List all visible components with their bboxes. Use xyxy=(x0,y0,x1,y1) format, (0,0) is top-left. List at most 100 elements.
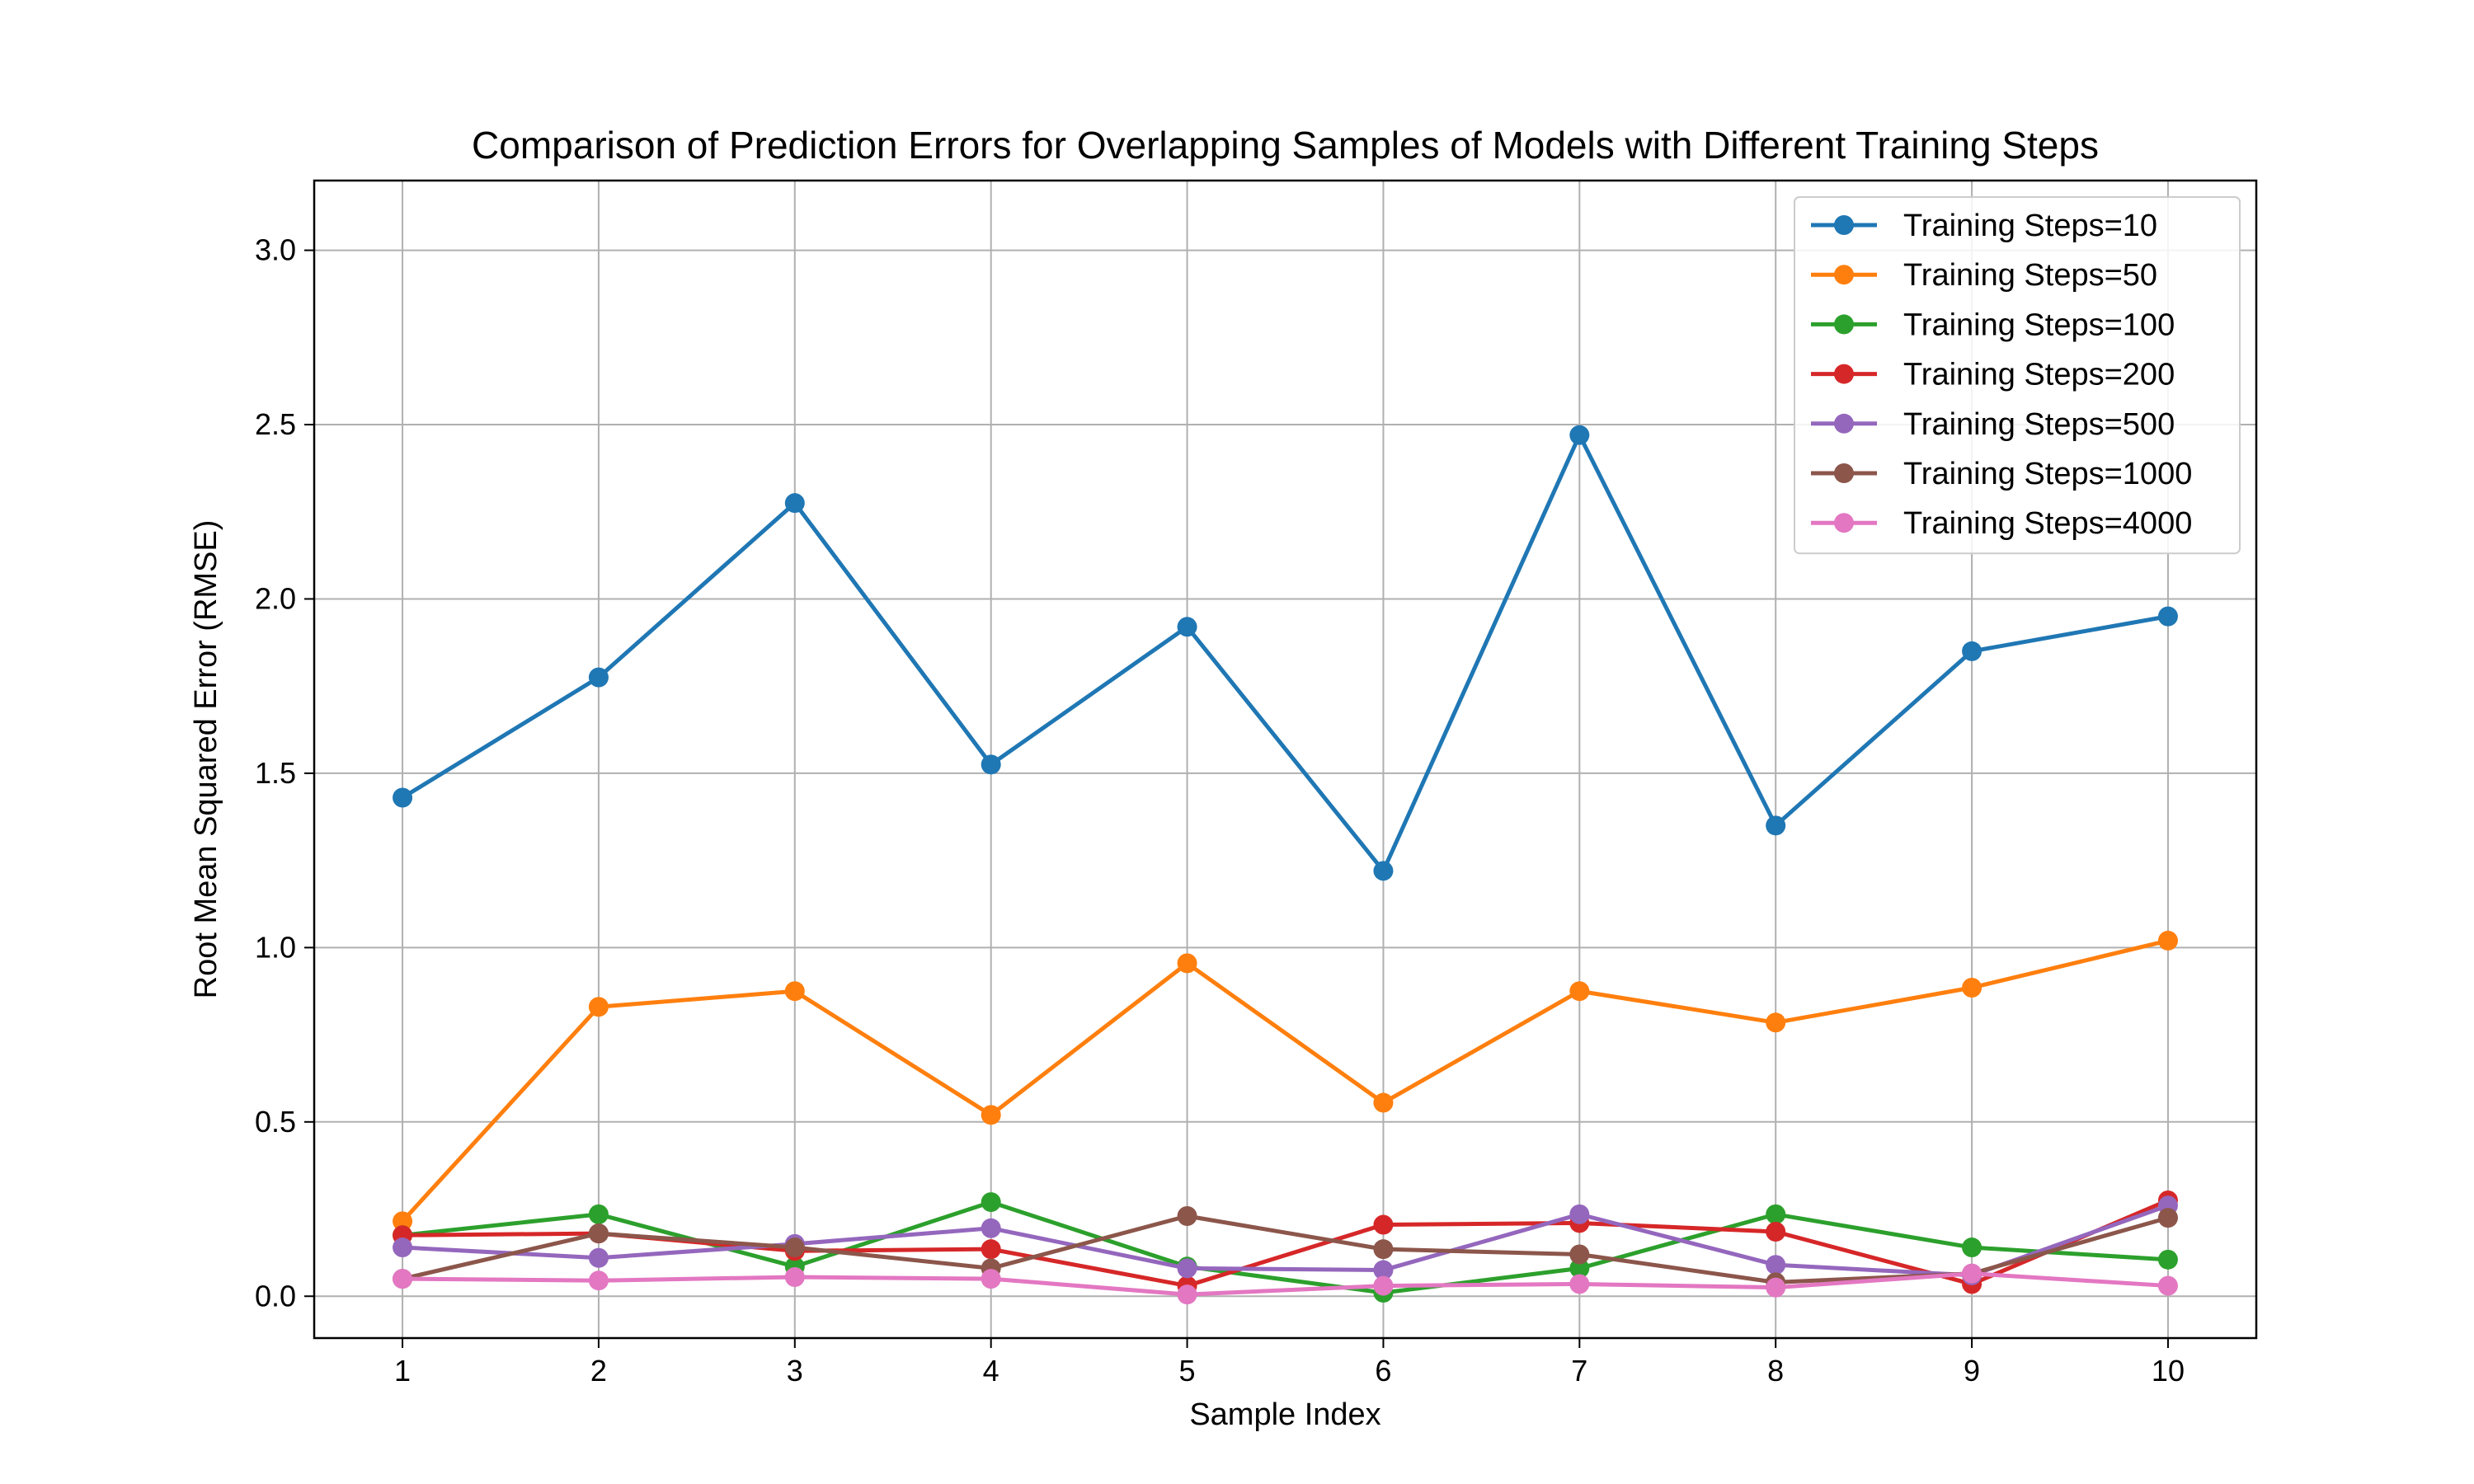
data-point xyxy=(1766,1012,1786,1033)
legend-item: Training Steps=200 xyxy=(1811,358,2175,392)
x-tick-label: 3 xyxy=(787,1354,803,1388)
x-tick-label: 5 xyxy=(1179,1354,1196,1388)
data-point xyxy=(1962,977,1982,998)
data-point xyxy=(1766,1204,1786,1224)
data-point xyxy=(1962,641,1982,661)
data-point xyxy=(2157,930,2178,951)
legend-label: Training Steps=50 xyxy=(1903,258,2157,293)
y-tick-label: 1.0 xyxy=(255,930,296,964)
series-line xyxy=(401,938,2169,1223)
data-point xyxy=(1373,1239,1394,1260)
legend-item: Training Steps=10 xyxy=(1811,209,2157,243)
data-point xyxy=(588,997,609,1017)
data-point xyxy=(588,1247,609,1268)
y-tick-label: 2.5 xyxy=(255,407,296,441)
axis-ticks: 1 2 3 4 5 6 7 8 9 10 0.0 0.5 1.0 1.5 2.0 2.5 3.0 xyxy=(255,233,2185,1388)
legend-label: Training Steps=200 xyxy=(1903,358,2175,392)
chart-title: Comparison of Prediction Errors for Over… xyxy=(472,124,2099,167)
data-point xyxy=(2157,606,2178,627)
data-point xyxy=(981,1239,1001,1260)
series-line xyxy=(402,1271,2169,1297)
legend-box xyxy=(1794,196,2241,555)
data-point xyxy=(1569,1204,1590,1224)
data-point xyxy=(1766,1222,1786,1242)
legend-item: Training Steps=500 xyxy=(1811,407,2175,442)
data-point xyxy=(1373,1275,1394,1296)
data-point xyxy=(981,1218,1001,1238)
x-tick-label: 8 xyxy=(1767,1354,1784,1388)
data-point xyxy=(1766,815,1786,836)
data-point xyxy=(981,1105,1001,1125)
legend-label: Training Steps=100 xyxy=(1903,308,2175,342)
x-tick-label: 9 xyxy=(1964,1354,1980,1388)
x-tick-label: 1 xyxy=(394,1354,411,1388)
data-point xyxy=(1962,1263,1982,1284)
data-point xyxy=(1177,1205,1197,1226)
data-point xyxy=(1962,1237,1982,1258)
data-point xyxy=(1373,1260,1394,1280)
legend-marker xyxy=(1834,413,1854,434)
data-point xyxy=(1766,1277,1786,1298)
data-point xyxy=(1569,1274,1590,1294)
series-line xyxy=(401,433,2169,873)
y-tick-label: 0.5 xyxy=(255,1105,296,1139)
data-point xyxy=(1569,1244,1590,1265)
data-point xyxy=(981,1269,1001,1289)
x-tick-label: 10 xyxy=(2152,1354,2185,1388)
data-point xyxy=(784,493,805,514)
data-point xyxy=(1373,861,1394,881)
data-point xyxy=(393,1237,413,1258)
series-group xyxy=(393,425,2178,1305)
y-tick-label: 1.5 xyxy=(255,756,296,790)
x-axis-title: Sample Index xyxy=(1189,1397,1380,1432)
x-tick-label: 7 xyxy=(1571,1354,1587,1388)
data-point xyxy=(1569,1258,1590,1279)
data-point xyxy=(981,754,1001,775)
data-point xyxy=(784,1237,805,1258)
series-line xyxy=(402,1203,2169,1278)
series-training-steps-50 xyxy=(393,930,2178,1232)
legend-item: Training Steps=1000 xyxy=(1811,457,2192,491)
data-point xyxy=(784,1266,805,1287)
legend-item: Training Steps=4000 xyxy=(1811,506,2192,541)
data-point xyxy=(784,981,805,1002)
data-point xyxy=(1177,1284,1197,1305)
series-line xyxy=(402,1214,2169,1284)
data-point xyxy=(2157,1275,2178,1296)
legend-marker xyxy=(1834,215,1854,235)
data-point xyxy=(981,1192,1001,1213)
y-tick-label: 2.0 xyxy=(255,581,296,615)
data-point xyxy=(588,667,609,688)
data-point xyxy=(588,1270,609,1291)
legend-label: Training Steps=500 xyxy=(1903,407,2175,442)
legend-label: Training Steps=1000 xyxy=(1903,457,2192,491)
x-tick-label: 6 xyxy=(1375,1354,1391,1388)
data-point xyxy=(1177,617,1197,637)
legend-marker xyxy=(1834,513,1854,533)
data-point xyxy=(393,1269,413,1289)
y-tick-label: 0.0 xyxy=(255,1279,296,1313)
series-training-steps-500 xyxy=(393,1195,2178,1285)
series-training-steps-4000 xyxy=(393,1263,2178,1305)
x-tick-label: 4 xyxy=(983,1354,999,1388)
data-point xyxy=(1373,1214,1394,1235)
plot-frame xyxy=(313,179,2258,1340)
data-point xyxy=(393,1211,413,1232)
data-point xyxy=(2157,1208,2178,1228)
legend-label: Training Steps=4000 xyxy=(1903,506,2192,541)
y-tick-label: 3.0 xyxy=(255,233,296,267)
data-point xyxy=(1177,1258,1197,1279)
data-point xyxy=(1766,1255,1786,1275)
data-point xyxy=(1569,981,1590,1002)
legend-marker xyxy=(1834,463,1854,483)
legend-marker xyxy=(1834,314,1854,335)
x-tick-label: 2 xyxy=(590,1354,607,1388)
legend-marker xyxy=(1834,364,1854,384)
data-point xyxy=(1177,953,1197,974)
series-training-steps-10 xyxy=(393,425,2178,881)
legend-label: Training Steps=10 xyxy=(1903,209,2157,243)
legend-marker xyxy=(1834,265,1854,285)
y-axis-title: Root Mean Squared Error (RMSE) xyxy=(189,520,223,999)
legend-item: Training Steps=50 xyxy=(1811,258,2157,293)
